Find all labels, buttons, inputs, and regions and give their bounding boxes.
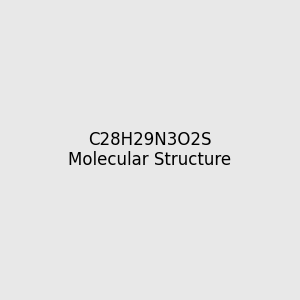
Text: C28H29N3O2S
Molecular Structure: C28H29N3O2S Molecular Structure xyxy=(68,130,232,170)
